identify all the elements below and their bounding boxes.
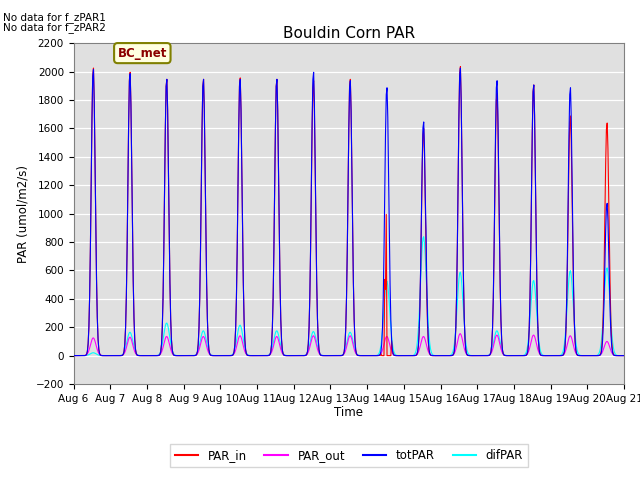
- Title: Bouldin Corn PAR: Bouldin Corn PAR: [283, 25, 415, 41]
- Text: BC_met: BC_met: [118, 47, 167, 60]
- Text: No data for f_zPAR1: No data for f_zPAR1: [3, 12, 106, 23]
- Legend: PAR_in, PAR_out, totPAR, difPAR: PAR_in, PAR_out, totPAR, difPAR: [170, 444, 528, 467]
- Y-axis label: PAR (umol/m2/s): PAR (umol/m2/s): [17, 165, 30, 263]
- X-axis label: Time: Time: [334, 407, 364, 420]
- Text: No data for f_zPAR2: No data for f_zPAR2: [3, 22, 106, 33]
